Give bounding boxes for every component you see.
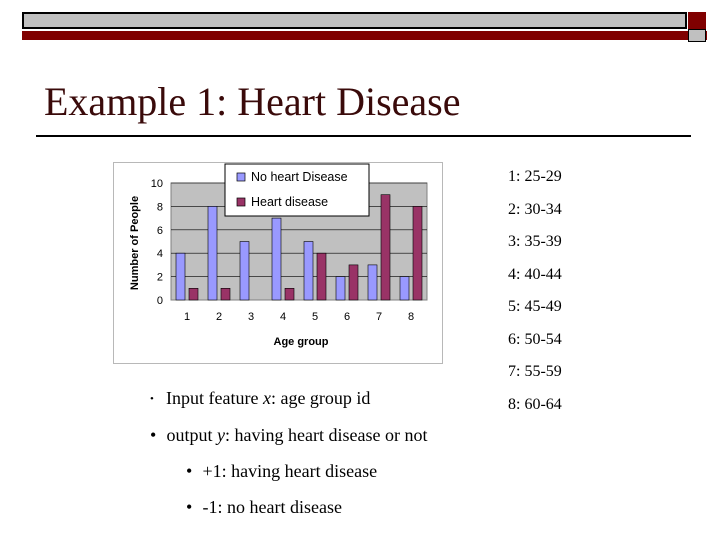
x-tick-label: 8: [408, 311, 414, 323]
bullet-output: • output y: having heart disease or not: [150, 425, 428, 445]
corner-square-red: [688, 12, 706, 29]
age-group-1: 1: 25-29: [508, 168, 562, 185]
legend-label-no-heart-disease: No heart Disease: [251, 170, 348, 184]
bar-no-heart-disease-5: [303, 241, 314, 301]
x-tick-label: 5: [312, 311, 318, 323]
bullet-input-feature: • Input feature x: age group id: [150, 388, 371, 408]
age-group-list: 1: 25-29 2: 30-34 3: 35-39 4: 40-44 5: 4…: [508, 166, 608, 426]
corner-square-gray: [688, 29, 706, 42]
x-tick-label: 2: [216, 311, 222, 323]
slide-title: Example 1: Heart Disease: [44, 79, 461, 124]
x-tick-label: 4: [280, 311, 286, 323]
bar-heart-disease-6: [348, 264, 359, 301]
y-tick-label: 4: [157, 248, 163, 260]
bar-heart-disease-4: [284, 288, 295, 301]
title-bar-top: [22, 12, 687, 29]
bar-no-heart-disease-2: [207, 206, 218, 301]
bar-no-heart-disease-1: [175, 252, 186, 301]
age-group-6: 6: 50-54: [508, 330, 562, 348]
y-axis-label: Number of People: [129, 196, 141, 290]
age-group-4: 4: 40-44: [508, 265, 562, 283]
legend: No heart Disease Heart disease: [224, 163, 370, 217]
y-tick-label: 10: [151, 178, 163, 190]
x-tick-label: 7: [376, 311, 382, 323]
bar-heart-disease-7: [380, 194, 391, 301]
legend-swatch-no-heart-disease: [236, 172, 246, 182]
x-axis-label: Age group: [274, 336, 329, 348]
bar-no-heart-disease-7: [367, 264, 378, 301]
x-tick-label: 1: [184, 311, 190, 323]
age-group-3: 3: 35-39: [508, 233, 562, 250]
bar-no-heart-disease-8: [399, 276, 410, 301]
x-tick-label: 6: [344, 311, 350, 323]
x-tick-label: 3: [248, 311, 254, 323]
y-tick-label: 6: [157, 225, 163, 237]
legend-swatch-heart-disease: [236, 197, 246, 207]
legend-box: [224, 163, 370, 217]
title-underline: [36, 135, 691, 137]
y-tick-label: 0: [157, 295, 163, 307]
bar-heart-disease-1: [188, 288, 199, 301]
bar-no-heart-disease-6: [335, 276, 346, 301]
bar-no-heart-disease-4: [271, 217, 282, 301]
bar-heart-disease-2: [220, 288, 231, 301]
bar-heart-disease-8: [412, 206, 423, 301]
legend-label-heart-disease: Heart disease: [251, 195, 328, 209]
age-group-8: 8: 60-64: [508, 395, 562, 413]
age-group-2: 2: 30-34: [508, 200, 562, 218]
age-group-5: 5: 45-49: [508, 298, 562, 315]
bar-no-heart-disease-3: [239, 241, 250, 301]
y-tick-label: 2: [157, 272, 163, 284]
bullet-positive-label: • +1: having heart disease: [186, 461, 378, 481]
bullet-negative-label: • -1: no heart disease: [186, 497, 342, 517]
bar-heart-disease-5: [316, 252, 327, 301]
title-bar-accent: [22, 31, 707, 40]
age-group-7: 7: 55-59: [508, 363, 562, 380]
y-tick-label: 8: [157, 201, 163, 213]
